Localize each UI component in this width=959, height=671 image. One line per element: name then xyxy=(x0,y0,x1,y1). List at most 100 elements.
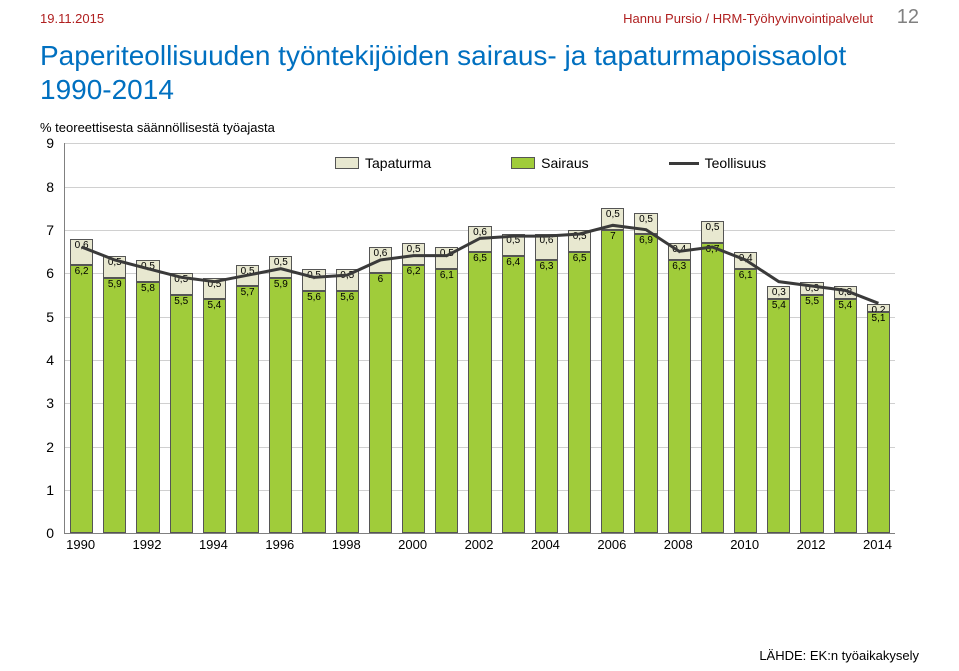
bar-segment-sairaus: 6,7 xyxy=(701,243,724,533)
bar-segment-sairaus: 6,1 xyxy=(435,269,458,533)
bar-segment-label: 5,6 xyxy=(303,293,324,303)
bar-segment-tapaturma: 0,5 xyxy=(402,243,425,265)
bar-segment-tapaturma: 0,5 xyxy=(203,278,226,300)
bar-segment-label: 6,9 xyxy=(635,236,656,246)
x-axis-tick-label xyxy=(761,537,794,552)
bar-segment-label: 6,1 xyxy=(436,271,457,281)
stacked-bar: 0,46,1 xyxy=(734,252,757,534)
stacked-bar: 0,5 5,6 xyxy=(302,269,325,533)
bar-slot: 0,56,2 xyxy=(397,243,430,533)
y-axis-tick-label: 0 xyxy=(38,525,54,541)
bar-segment-sairaus: 5,6 xyxy=(302,291,325,534)
bar-segment-label: 0,4 xyxy=(669,245,690,255)
bar-segment-sairaus: 5,9 xyxy=(103,278,126,534)
bar-segment-label: 0,3 xyxy=(835,288,856,298)
bar-segment-label: 0,5 xyxy=(569,232,590,242)
bar-slot: 0,55,9 xyxy=(264,256,297,533)
chart-subtitle: % teoreettisesta säännöllisestä työajast… xyxy=(40,120,919,135)
y-axis-tick-label: 7 xyxy=(38,222,54,238)
y-axis-tick-label: 2 xyxy=(38,439,54,455)
bar-segment-label: 0,5 xyxy=(171,275,192,285)
bar-segment-tapaturma: 0,5 xyxy=(236,265,259,287)
bar-slot: 0,5 5,6 xyxy=(331,269,364,533)
stacked-bar: 0,56,1 xyxy=(435,247,458,533)
bar-segment-sairaus: 5,5 xyxy=(170,295,193,533)
bar-segment-sairaus: 6,5 xyxy=(468,252,491,534)
x-axis-tick-label xyxy=(628,537,661,552)
bar-segment-label: 5,7 xyxy=(237,288,258,298)
bar-segment-tapaturma: 0,5 xyxy=(634,213,657,235)
bar-segment-label: 0,6 xyxy=(370,249,391,259)
bar-segment-label: 0,5 xyxy=(635,215,656,225)
stacked-bar: 0,56,2 xyxy=(402,243,425,533)
x-axis-tick-label: 1990 xyxy=(64,537,97,552)
header-line: 19.11.2015 Hannu Pursio / HRM-Työhyvinvo… xyxy=(40,0,919,29)
bar-slot: 0,56,4 xyxy=(497,234,530,533)
bar-segment-label: 0,5 xyxy=(702,223,723,233)
x-axis-tick-label xyxy=(230,537,263,552)
stacked-bar: 0,55,9 xyxy=(269,256,292,533)
bar-segment-label: 0,5 xyxy=(104,258,125,268)
y-axis-tick-label: 5 xyxy=(38,309,54,325)
bar-segment-sairaus: 5,4 xyxy=(767,299,790,533)
bar-segment-tapaturma: 0,5 xyxy=(435,247,458,269)
page-root: 19.11.2015 Hannu Pursio / HRM-Työhyvinvo… xyxy=(0,0,959,671)
stacked-bar: 0,66 xyxy=(369,247,392,533)
stacked-bar: 0,5 5,5 xyxy=(170,273,193,533)
bar-segment-tapaturma: 0,5 xyxy=(269,256,292,278)
stacked-bar: 0,6 6,3 xyxy=(535,234,558,533)
bar-segment-tapaturma: 0,3 xyxy=(800,282,823,295)
bar-segment-sairaus: 6,3 xyxy=(535,260,558,533)
bar-segment-sairaus: 7 xyxy=(601,230,624,533)
bar-slot: 0,5 5,5 xyxy=(165,273,198,533)
bar-slot: 0,56,5 xyxy=(563,230,596,533)
bar-slot: 0,5 6,9 xyxy=(629,213,662,534)
bar-segment-sairaus: 6,9 xyxy=(634,234,657,533)
x-axis-tick-label: 2010 xyxy=(728,537,761,552)
bar-slot: 0,56,1 xyxy=(430,247,463,533)
bar-segment-sairaus: 5,7 xyxy=(236,286,259,533)
bar-segment-label: 6,1 xyxy=(735,271,756,281)
x-axis-tick-label: 2008 xyxy=(662,537,695,552)
x-axis-tick-label: 2000 xyxy=(396,537,429,552)
y-axis-tick-label: 1 xyxy=(38,482,54,498)
stacked-bar: 0,6 6,5 xyxy=(468,226,491,534)
x-axis-tick-label: 1996 xyxy=(263,537,296,552)
bar-segment-sairaus: 5,5 xyxy=(800,295,823,533)
bar-slot: 0,5 5,6 xyxy=(297,269,330,533)
bar-segment-label: 0,5 xyxy=(204,280,225,290)
bar-segment-label: 5,6 xyxy=(337,293,358,303)
bar-segment-sairaus: 6,3 xyxy=(668,260,691,533)
bar-segment-label: 0,5 xyxy=(303,271,324,281)
bar-segment-tapaturma: 0,5 xyxy=(336,269,359,291)
bar-segment-tapaturma: 0,5 xyxy=(302,269,325,291)
bar-segment-tapaturma: 0,6 xyxy=(468,226,491,252)
stacked-bar: 0,55,7 xyxy=(236,265,259,534)
bar-segment-tapaturma: 0,6 xyxy=(70,239,93,265)
y-axis-tick-label: 8 xyxy=(38,179,54,195)
stacked-bar: 0,5 6,9 xyxy=(634,213,657,534)
bar-slot: 0,66 xyxy=(364,247,397,533)
bar-segment-tapaturma: 0,3 xyxy=(767,286,790,299)
stacked-bar: 0,5 6,7 xyxy=(701,221,724,533)
bar-segment-label: 5,4 xyxy=(204,301,225,311)
bar-segment-label: 0,5 xyxy=(137,262,158,272)
bar-segment-label: 6,3 xyxy=(536,262,557,272)
x-axis-tick-label: 2006 xyxy=(595,537,628,552)
x-axis-tick-label xyxy=(164,537,197,552)
x-axis-labels: 1990199219941996199820002002200420062008… xyxy=(64,537,894,552)
bar-segment-label: 0,6 xyxy=(536,236,557,246)
x-axis-tick-label xyxy=(296,537,329,552)
stacked-bar: 0,35,4 xyxy=(834,286,857,533)
bar-segment-label: 5,4 xyxy=(835,301,856,311)
x-axis-tick-label xyxy=(562,537,595,552)
bar-segment-label: 6,2 xyxy=(71,267,92,277)
bar-segment-label: 0,6 xyxy=(469,228,490,238)
stacked-bar: 0,56,5 xyxy=(568,230,591,533)
stacked-bar: 0,5 5,6 xyxy=(336,269,359,533)
stacked-bar: 0,56,4 xyxy=(502,234,525,533)
bar-segment-tapaturma: 0,6 xyxy=(535,234,558,260)
x-axis-tick-label xyxy=(429,537,462,552)
bar-segment-label: 0,5 xyxy=(337,271,358,281)
bar-segment-sairaus: 5,6 xyxy=(336,291,359,534)
